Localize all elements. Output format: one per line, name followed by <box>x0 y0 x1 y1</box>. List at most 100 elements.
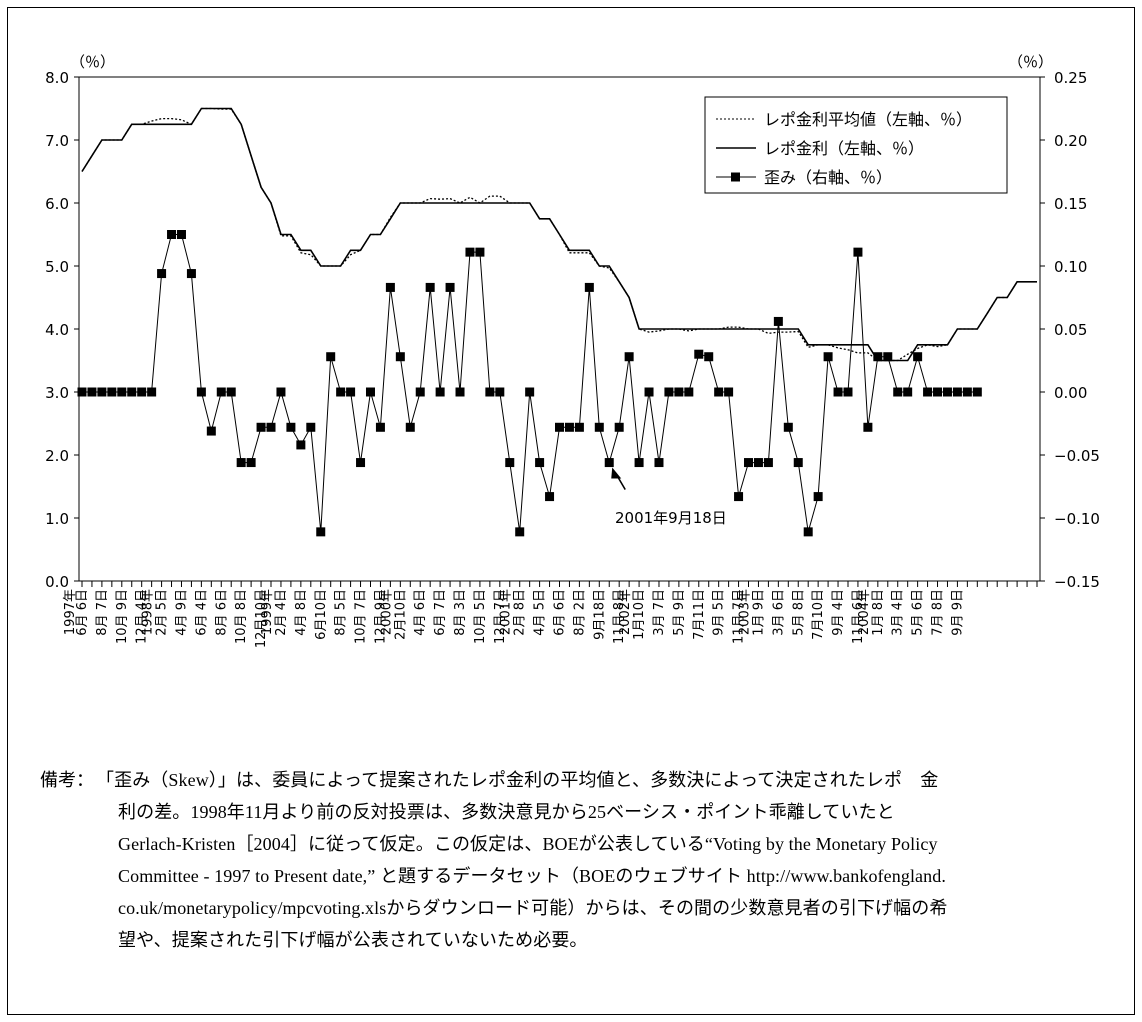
skew-marker <box>415 387 425 397</box>
y-left-tick-label: 4.0 <box>45 321 69 339</box>
note-line-6: 望や、提案された引下げ幅が公表されていないため必要。 <box>118 930 588 950</box>
skew-marker <box>694 349 704 359</box>
legend-label: レポ金利平均値（左軸、％） <box>764 110 972 129</box>
skew-marker <box>365 387 375 397</box>
skew-marker <box>624 352 634 362</box>
skew-marker <box>535 458 545 468</box>
skew-marker <box>276 387 286 397</box>
skew-marker <box>604 458 614 468</box>
series-skew-line <box>82 234 978 533</box>
skew-marker <box>962 387 972 397</box>
x-tick-label: 9月 9日 <box>950 589 965 636</box>
skew-marker <box>117 387 127 397</box>
y-left-tick-label: 8.0 <box>45 69 69 87</box>
x-tick-label: 4月 6日 <box>413 589 428 636</box>
skew-marker <box>445 282 455 292</box>
x-tick-label: 7月 8日 <box>931 589 946 636</box>
skew-marker <box>883 352 893 362</box>
skew-marker <box>216 387 226 397</box>
skew-marker <box>525 387 535 397</box>
note-line-2: 利の差。1998年11月より前の反対投票は、多数決意見から25ベーシス・ポイント… <box>118 802 895 822</box>
skew-marker <box>843 387 853 397</box>
skew-marker <box>186 269 196 279</box>
skew-marker <box>455 387 465 397</box>
y-left-tick-label: 5.0 <box>45 258 69 276</box>
skew-marker <box>763 458 773 468</box>
x-tick-label: 2月 4日 <box>274 589 289 636</box>
x-tick-label: 12月 9日 <box>373 589 388 644</box>
skew-marker <box>425 282 435 292</box>
x-tick-label: 7月11日 <box>692 589 707 640</box>
skew-marker <box>395 352 405 362</box>
skew-marker <box>654 458 664 468</box>
x-tick-label: 3月 7日 <box>652 589 667 636</box>
skew-marker <box>375 422 385 432</box>
note-label: 備考： <box>40 770 94 790</box>
skew-marker <box>286 422 296 432</box>
skew-marker <box>783 422 793 432</box>
x-tick-label: 5月 8日 <box>791 589 806 636</box>
x-tick-label: 12月 7日 <box>493 589 508 644</box>
skew-marker <box>385 282 395 292</box>
x-tick-label: 2月 8日 <box>513 589 528 636</box>
x-tick-label: 6月 7日 <box>433 589 448 636</box>
skew-marker <box>853 247 863 257</box>
skew-marker <box>336 387 346 397</box>
skew-marker <box>942 387 952 397</box>
skew-marker <box>515 527 525 537</box>
x-tick-label: 2月 5日 <box>155 589 170 636</box>
year-label: 2004年 <box>857 589 872 635</box>
skew-marker <box>813 492 823 502</box>
skew-marker <box>147 387 157 397</box>
note-line-3: Gerlach-Kristen［2004］に従って仮定。この仮定は、BOEが公表… <box>118 834 938 854</box>
skew-marker <box>77 387 87 397</box>
legend-swatch-marker <box>731 172 740 182</box>
x-tick-label: 3月 4日 <box>891 589 906 636</box>
y-left-tick-label: 3.0 <box>45 384 69 402</box>
x-tick-label: 9月 5日 <box>712 589 727 636</box>
x-tick-label: 12月10日 <box>254 589 269 648</box>
y-right-tick-label: −0.15 <box>1054 573 1100 591</box>
skew-marker <box>564 422 574 432</box>
skew-marker <box>903 387 913 397</box>
x-tick-label: 8月 6日 <box>214 589 229 636</box>
skew-marker <box>972 387 982 397</box>
skew-marker <box>803 527 813 537</box>
y-right-tick-label: 0.00 <box>1054 384 1087 402</box>
skew-marker <box>326 352 336 362</box>
skew-marker <box>734 492 744 502</box>
skew-marker <box>833 387 843 397</box>
skew-marker <box>704 352 714 362</box>
y-right-tick-label: 0.10 <box>1054 258 1087 276</box>
x-tick-label: 5月 9日 <box>672 589 687 636</box>
skew-marker <box>435 387 445 397</box>
skew-marker <box>753 458 763 468</box>
y-right-unit: （％） <box>1008 53 1053 71</box>
skew-marker <box>505 458 515 468</box>
skew-marker <box>555 422 564 432</box>
skew-marker <box>356 458 366 468</box>
skew-marker <box>674 387 684 397</box>
x-tick-label: 1月 9日 <box>751 589 766 636</box>
skew-marker <box>664 387 674 397</box>
skew-marker <box>306 422 316 432</box>
skew-marker <box>873 352 883 362</box>
skew-marker <box>206 426 216 436</box>
skew-marker <box>574 422 584 432</box>
legend-label: 歪み（右軸、％） <box>764 168 892 187</box>
x-tick-label: 3月 6日 <box>771 589 786 636</box>
skew-marker <box>405 422 415 432</box>
legend: レポ金利平均値（左軸、％） レポ金利（左軸、％） 歪み（右軸、％） <box>704 96 1008 194</box>
chart-series <box>77 107 1037 537</box>
legend-label: レポ金利（左軸、％） <box>764 139 924 158</box>
skew-marker <box>226 387 236 397</box>
y-right-tick-label: −0.10 <box>1054 510 1100 528</box>
year-label: 2000年 <box>379 589 394 635</box>
year-label: 1998年 <box>141 589 156 635</box>
year-label: 2003年 <box>737 589 752 635</box>
year-label: 2001年 <box>499 589 514 635</box>
skew-marker <box>316 527 326 537</box>
skew-marker <box>137 387 147 397</box>
skew-marker <box>157 269 167 279</box>
x-tick-label: 4月 5日 <box>533 589 548 636</box>
